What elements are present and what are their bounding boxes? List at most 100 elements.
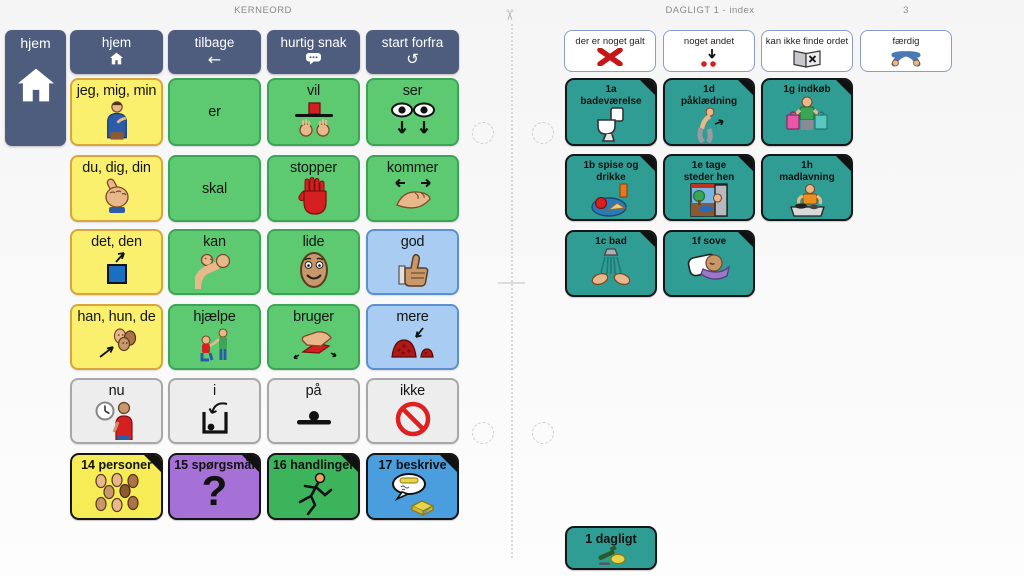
quick-button-finde-ordet[interactable]: kan ikke finde ordet — [761, 30, 853, 72]
word-cell-du-dig-din[interactable]: du, dig, din — [70, 155, 163, 222]
cell-label: kommer — [386, 160, 439, 176]
category-cell-tage-steder-hen[interactable]: 1e tage steder hen — [663, 154, 755, 221]
word-cell-skal[interactable]: skal — [168, 155, 261, 222]
word-cell-det-den[interactable]: det, den — [70, 229, 163, 295]
word-cell-mere[interactable]: mere — [366, 304, 459, 370]
word-cell-nu[interactable]: nu — [70, 378, 163, 444]
category-cell-paaklaedning[interactable]: 1d påklædning — [663, 78, 755, 146]
word-cell-god[interactable]: god — [366, 229, 459, 295]
folded-corner-icon — [340, 455, 358, 473]
category-cell-badevaerelse[interactable]: 1a badeværelse — [565, 78, 657, 146]
fold-tick — [498, 282, 525, 284]
back-arrow-icon: ← — [207, 50, 222, 69]
cell-label: lide — [302, 234, 325, 250]
toolbar-label: hurtig snak — [280, 35, 347, 50]
flexing-arm-icon — [192, 253, 230, 290]
category-cell-handlinger[interactable]: 16 handlinger — [267, 453, 360, 520]
toolbar-back-button[interactable]: tilbage ← — [168, 30, 261, 74]
cell-label: 1d påklædning — [680, 84, 738, 107]
cell-label: 1 dagligt — [585, 532, 637, 546]
word-cell-lide[interactable]: lide — [267, 229, 360, 295]
sidebar-home-button[interactable]: hjem — [5, 30, 66, 146]
category-cell-madlavning[interactable]: 1h madlavning — [761, 154, 853, 221]
folded-arms-icon — [891, 51, 921, 67]
toolbar-restart-button[interactable]: start forfra ↺ — [366, 30, 459, 74]
cell-label: han, hun, de — [77, 309, 156, 325]
toolbar-home-button[interactable]: hjem — [70, 30, 163, 74]
food-tray-icon — [591, 183, 628, 217]
word-cell-han-hun-de[interactable]: han, hun, de — [70, 304, 163, 370]
cell-label: 17 beskrive — [378, 458, 447, 472]
word-cell-jeg-mig-min[interactable]: jeg, mig, min — [70, 78, 163, 146]
cut-line — [511, 24, 513, 558]
word-cell-er[interactable]: er — [168, 78, 261, 146]
folded-corner-icon — [737, 232, 753, 248]
cell-label: 1b spise og drikke — [583, 160, 639, 183]
folded-corner-icon — [639, 80, 655, 96]
smiley-face-icon — [299, 252, 328, 288]
cell-label: mere — [396, 309, 429, 325]
clock-person-icon — [95, 401, 133, 441]
word-cell-ser[interactable]: ser — [366, 78, 459, 146]
cell-label: jeg, mig, min — [76, 83, 157, 99]
pointing-fist-icon — [104, 178, 129, 213]
folded-corner-icon — [737, 80, 753, 96]
cell-label: bruger — [293, 309, 334, 325]
cell-label: god — [400, 234, 425, 250]
cell-label: 1e tage steder hen — [683, 160, 735, 183]
cell-label: 14 personer — [81, 458, 152, 472]
cell-label: i — [212, 383, 217, 399]
square-arrow-icon — [106, 252, 127, 284]
cell-label: 1a badeværelse — [580, 84, 642, 107]
cell-label: på — [305, 383, 322, 399]
punch-hole-circle — [532, 422, 554, 444]
category-cell-spise-drikke[interactable]: 1b spise og drikke — [565, 154, 657, 221]
word-cell-kan[interactable]: kan — [168, 229, 261, 295]
toolbar-label: hjem — [101, 35, 132, 50]
cell-label: 1g indkøb — [783, 84, 831, 95]
quick-button-noget-andet[interactable]: noget andet — [663, 30, 755, 72]
cell-label: ikke — [400, 383, 425, 399]
home-icon — [17, 68, 54, 102]
word-cell-vil[interactable]: vil — [267, 78, 360, 146]
category-cell-spoergsmaal[interactable]: 15 spørgsmål ? — [168, 453, 261, 520]
cell-label: 16 handlinger — [272, 458, 355, 472]
folded-corner-icon — [241, 455, 259, 473]
category-button-dagligt[interactable]: 1 dagligt — [565, 526, 657, 570]
cell-label: 15 spørgsmål — [174, 458, 255, 472]
word-cell-hjaelpe[interactable]: hjælpe — [168, 304, 261, 370]
category-cell-bad[interactable]: 1c bad — [565, 230, 657, 297]
speech-bubble-icon — [306, 53, 321, 65]
book-x-icon — [793, 50, 821, 68]
group-faces-icon — [94, 472, 139, 513]
word-cell-paa[interactable]: på — [267, 378, 360, 444]
category-cell-sove[interactable]: 1f sove — [663, 230, 755, 297]
word-cell-bruger[interactable]: bruger — [267, 304, 360, 370]
toolbar-label: start forfra — [381, 35, 444, 50]
category-cell-personer[interactable]: 14 personer — [70, 453, 163, 520]
folded-corner-icon — [639, 156, 655, 172]
running-figure-icon — [298, 472, 332, 516]
stop-hand-icon — [297, 177, 327, 215]
daily-items-icon — [598, 545, 626, 566]
cell-label: ser — [402, 83, 423, 99]
folded-corner-icon — [835, 156, 851, 172]
toolbar-quick-chat-button[interactable]: hurtig snak — [267, 30, 360, 74]
word-cell-stopper[interactable]: stopper — [267, 155, 360, 222]
quick-button-noget-galt[interactable]: der er noget galt — [564, 30, 656, 72]
cell-label: vil — [306, 83, 321, 99]
page-number: 3 — [903, 5, 909, 16]
quick-button-faerdig[interactable]: færdig — [860, 30, 952, 72]
punch-hole-circle — [532, 122, 554, 144]
thumbs-up-icon — [397, 254, 428, 287]
word-cell-ikke[interactable]: ikke — [366, 378, 459, 444]
folded-corner-icon — [835, 80, 851, 96]
word-cell-kommer[interactable]: kommer — [366, 155, 459, 222]
cell-label: du, dig, din — [82, 160, 151, 176]
category-cell-beskrive[interactable]: 17 beskrive — [366, 453, 459, 520]
people-faces-arrow-icon — [98, 328, 136, 358]
category-cell-indkoeb[interactable]: 1g indkøb — [761, 78, 853, 146]
word-cell-i[interactable]: i — [168, 378, 261, 444]
folded-corner-icon — [737, 156, 753, 172]
